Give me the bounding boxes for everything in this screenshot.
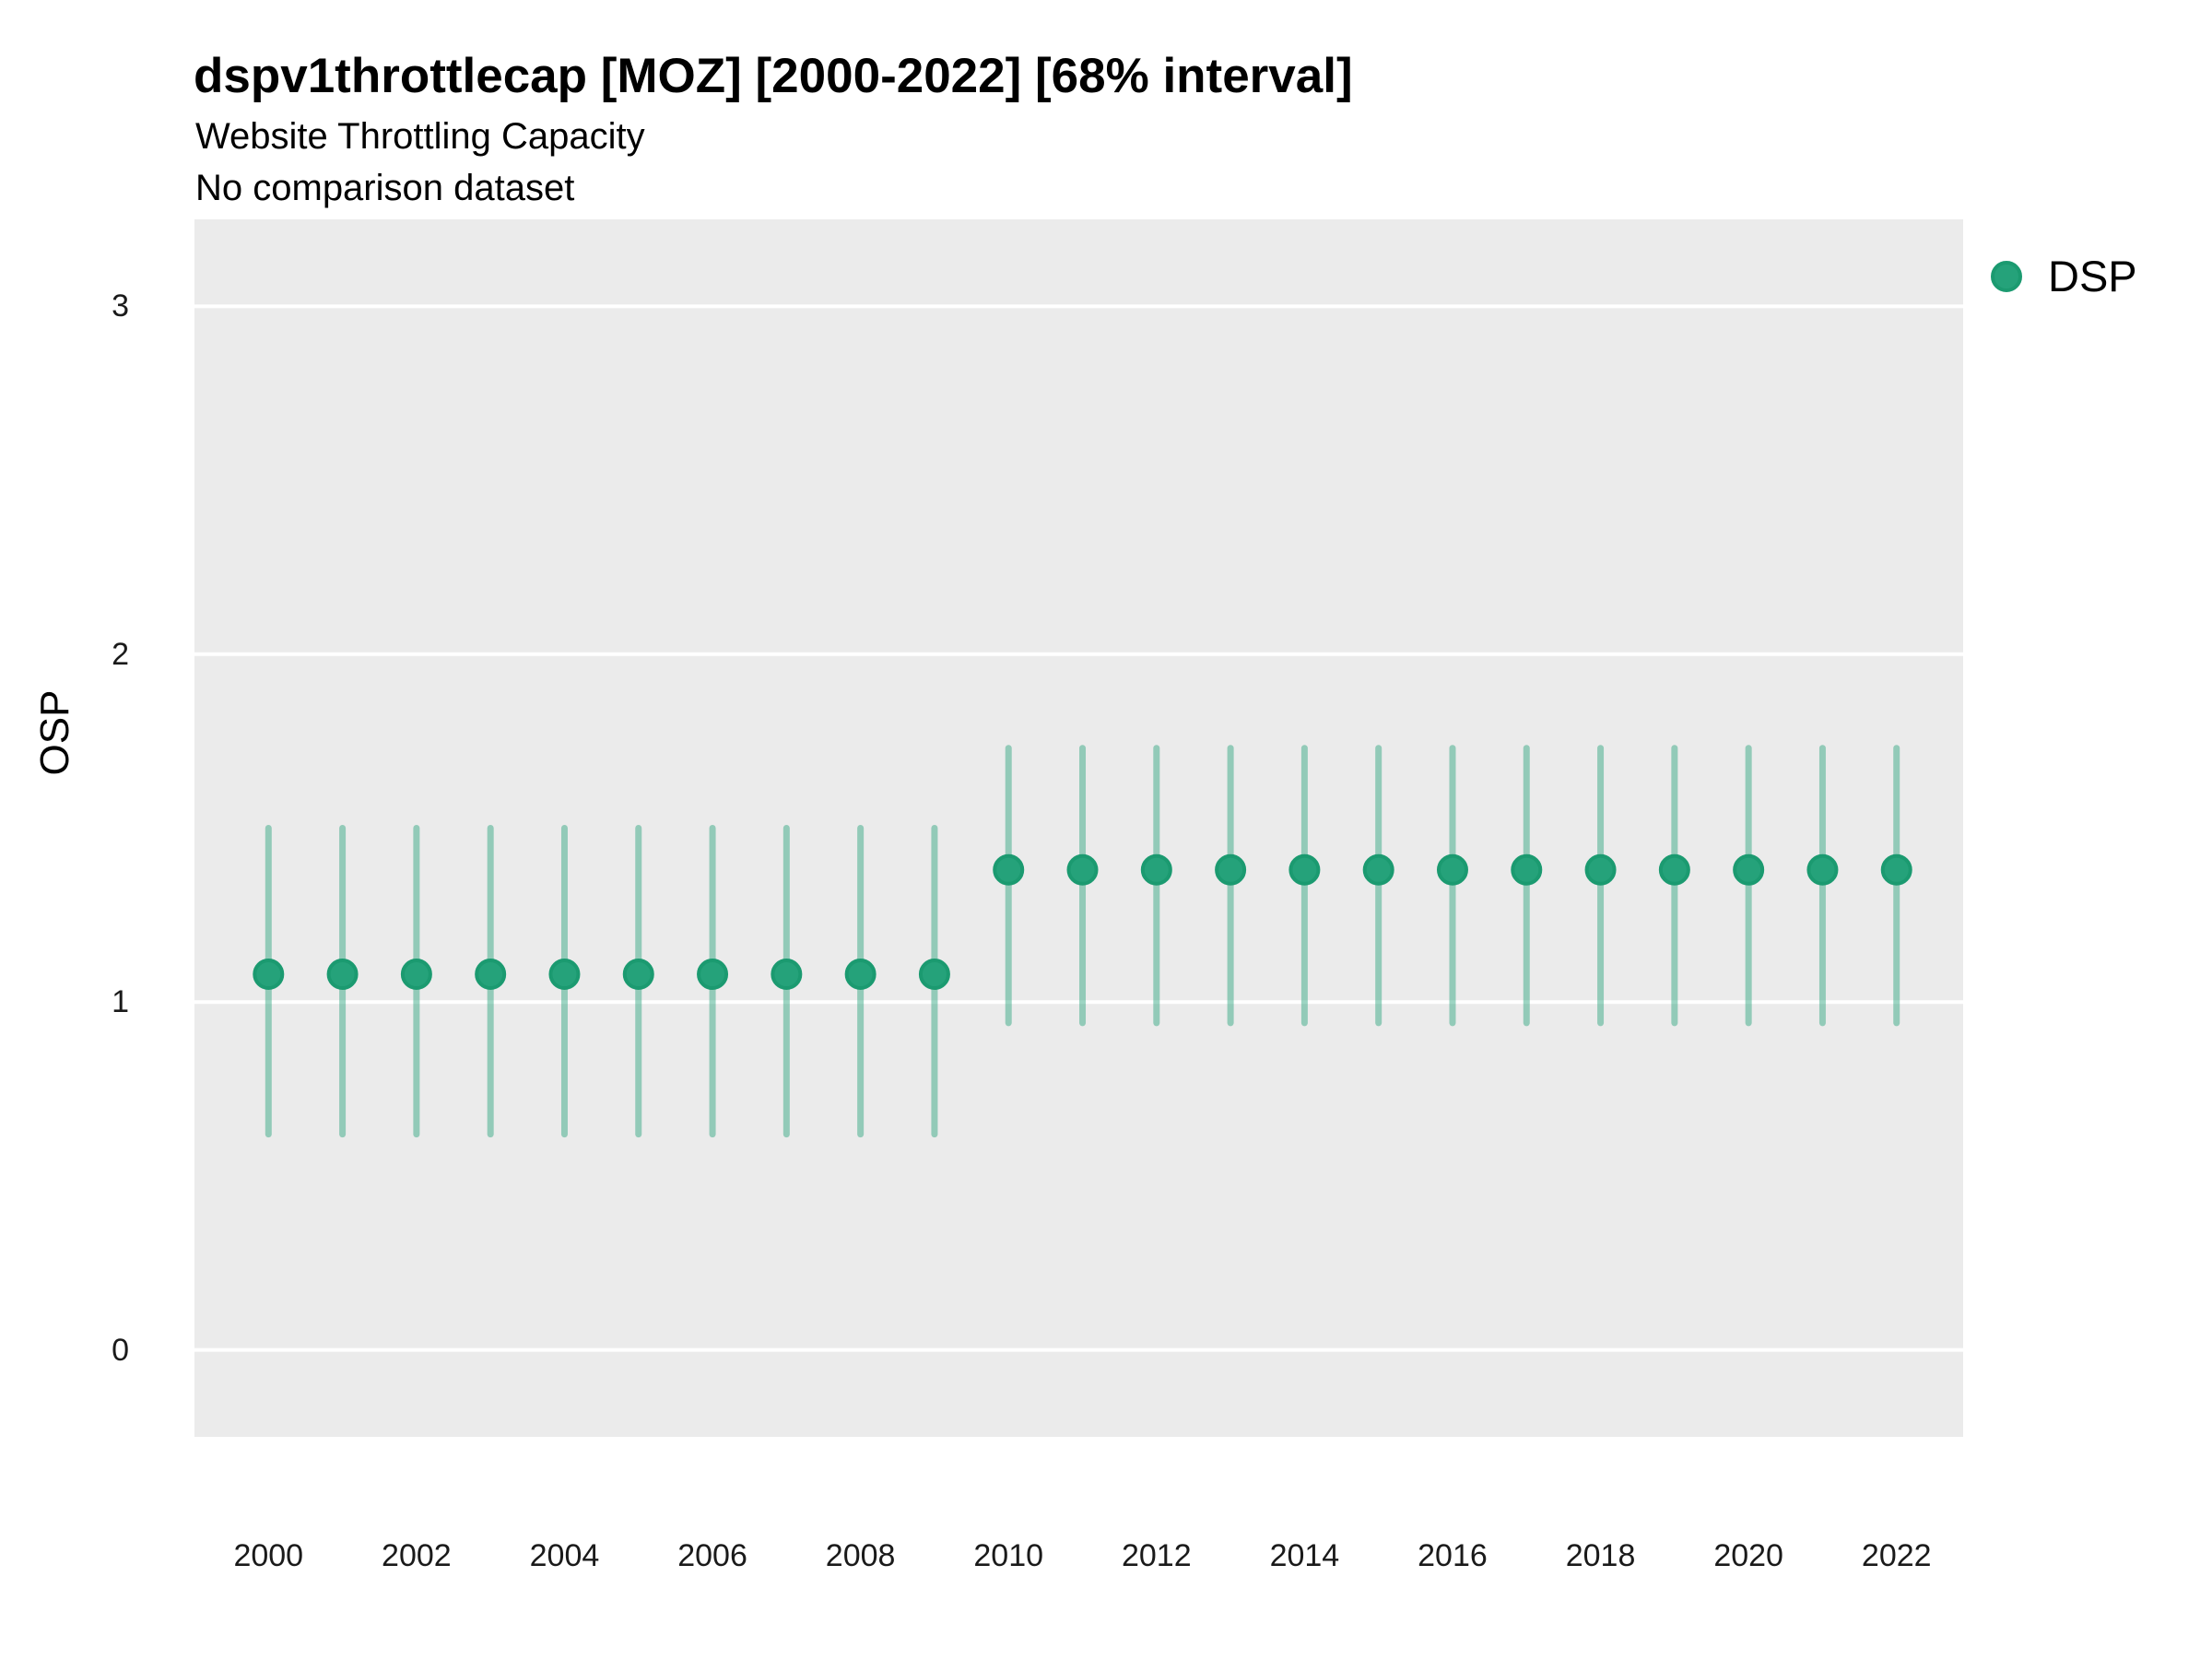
data-point-2018 [1584,853,1617,886]
data-point-2011 [1066,853,1099,886]
data-point-2017 [1511,853,1543,886]
data-point-2000 [253,959,285,991]
data-point-2012 [1140,853,1172,886]
data-point-2008 [844,959,877,991]
x-tick-label-2002: 2002 [382,1538,452,1573]
y-tick-label-0: 0 [112,1332,129,1368]
data-point-2014 [1288,853,1321,886]
data-point-2020 [1733,853,1765,886]
x-tick-label-2016: 2016 [1418,1538,1488,1573]
y-tick-label-1: 1 [112,984,129,1020]
data-point-2013 [1215,853,1247,886]
chart-note: No comparison dataset [195,168,575,208]
data-point-2003 [475,959,507,991]
chart-title: dspv1throttlecap [MOZ] [2000-2022] [68% … [194,49,1353,103]
data-point-2005 [622,959,654,991]
legend-label: DSP [2048,252,2137,300]
data-point-2021 [1806,853,1839,886]
x-tick-label-2006: 2006 [677,1538,747,1573]
data-point-2022 [1880,853,1912,886]
data-point-2015 [1362,853,1394,886]
data-point-2019 [1658,853,1690,886]
plot-panel [194,219,1963,1437]
x-tick-label-2018: 2018 [1565,1538,1636,1573]
data-point-2002 [400,959,432,991]
data-point-2016 [1436,853,1468,886]
x-tick-label-2014: 2014 [1269,1538,1340,1573]
data-point-2007 [771,959,803,991]
x-tick-label-2020: 2020 [1713,1538,1783,1573]
x-tick-label-2010: 2010 [973,1538,1044,1573]
data-point-2004 [548,959,581,991]
legend: DSP [1991,251,2137,301]
x-tick-label-2022: 2022 [1861,1538,1932,1573]
x-tick-label-2012: 2012 [1121,1538,1192,1573]
y-axis-title: OSP [32,689,77,776]
data-point-2009 [918,959,950,991]
pointrange-plot [194,304,1963,1352]
y-tick-label-2: 2 [112,636,129,672]
chart-subtitle: Website Throttling Capacity [195,116,645,157]
y-tick-label-3: 3 [112,288,129,324]
dsp-series-dot-icon [1991,260,2022,292]
data-point-2010 [993,853,1025,886]
x-tick-label-2000: 2000 [233,1538,304,1573]
data-point-2006 [697,959,729,991]
data-point-2001 [326,959,359,991]
x-tick-label-2008: 2008 [825,1538,896,1573]
x-tick-label-2004: 2004 [529,1538,600,1573]
